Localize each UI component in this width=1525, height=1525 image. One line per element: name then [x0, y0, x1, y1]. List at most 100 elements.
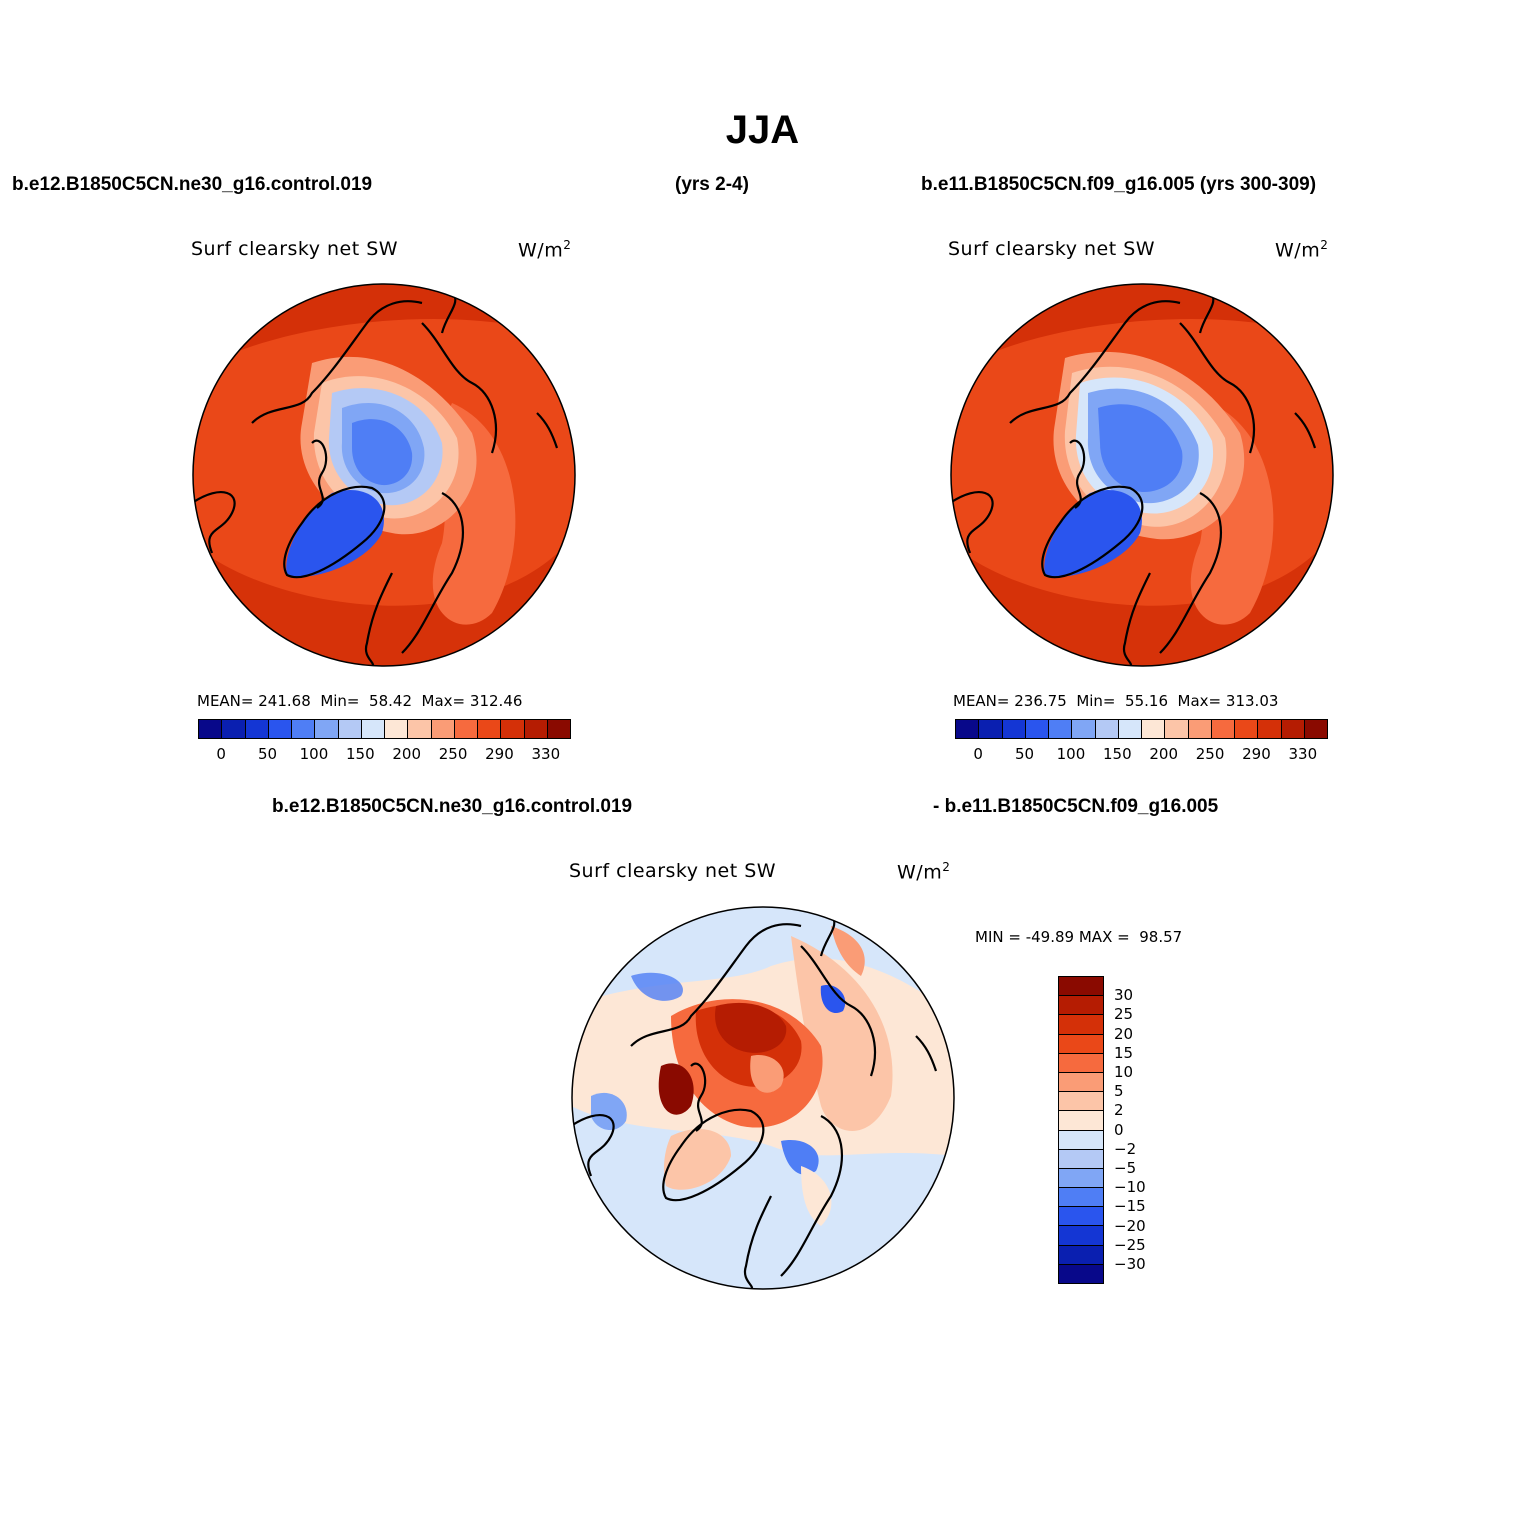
colorbar-swatch: [1059, 1188, 1103, 1208]
colorbar-swatch: [292, 720, 316, 738]
colorbar-swatch: [956, 720, 980, 738]
colorbar-swatch: [315, 720, 339, 738]
colorbar-swatch: [1235, 720, 1259, 738]
colorbar-swatch: [222, 720, 246, 738]
colorbar-swatch: [268, 720, 292, 738]
colorbar-tick-label: −10: [1114, 1178, 1146, 1197]
colorbar-tick-label: 10: [1114, 1063, 1134, 1081]
colorbar-swatch: [1072, 720, 1096, 738]
colorbar-swatch: [1142, 720, 1166, 738]
colorbar-swatch: [338, 720, 362, 738]
panel1-units: W/m2: [518, 238, 572, 262]
colorbar-swatch: [1059, 1245, 1103, 1265]
colorbar-tick-label: −2: [1114, 1139, 1137, 1158]
panel1-colorbar: [198, 719, 571, 739]
colorbar-swatch: [1281, 720, 1305, 738]
panel2-polar-map: [950, 283, 1334, 667]
colorbar-tick-label: 250: [1195, 745, 1225, 763]
colorbar-swatch: [979, 720, 1003, 738]
colorbar-swatch: [1025, 720, 1049, 738]
colorbar-tick-label: 290: [1242, 745, 1271, 763]
colorbar-swatch: [1059, 1207, 1103, 1227]
panel2-colorbar: [955, 719, 1328, 739]
colorbar-tick-label: 150: [1102, 745, 1132, 763]
colorbar-tick-label: −25: [1114, 1235, 1146, 1254]
colorbar-tick-label: 150: [345, 745, 375, 763]
panel1-polar-map: [192, 283, 576, 667]
colorbar-swatch: [478, 720, 502, 738]
colorbar-tick-label: 5: [1114, 1082, 1124, 1101]
colorbar-swatch: [1188, 720, 1212, 738]
colorbar-tick-label: 25: [1114, 1005, 1134, 1024]
colorbar-tick-label: 50: [258, 745, 278, 763]
colorbar-swatch: [361, 720, 385, 738]
colorbar-swatch: [1002, 720, 1026, 738]
colorbar-swatch: [1059, 1149, 1103, 1169]
colorbar-tick-label: 330: [531, 745, 561, 763]
page-title: JJA: [725, 108, 800, 152]
colorbar-swatch: [1059, 977, 1103, 997]
colorbar-swatch: [1059, 996, 1103, 1016]
colorbar-tick-label: 0: [973, 745, 983, 763]
colorbar-swatch: [1304, 720, 1327, 738]
colorbar-tick-label: 0: [1114, 1120, 1124, 1139]
colorbar-tick-label: 50: [1015, 745, 1035, 763]
colorbar-tick-label: −30: [1114, 1255, 1146, 1273]
colorbar-swatch: [408, 720, 432, 738]
colorbar-tick-label: 20: [1114, 1024, 1134, 1043]
colorbar-tick-label: −20: [1114, 1216, 1146, 1235]
panel3-units: W/m2: [897, 860, 951, 884]
colorbar-swatch: [1059, 1034, 1103, 1054]
colorbar-tick-label: −15: [1114, 1197, 1146, 1216]
colorbar-swatch: [501, 720, 525, 738]
colorbar-swatch: [385, 720, 409, 738]
panel3-difference-map: [571, 906, 955, 1290]
colorbar-swatch: [454, 720, 478, 738]
colorbar-tick-label: 250: [438, 745, 468, 763]
colorbar-swatch: [199, 720, 223, 738]
colorbar-swatch: [1211, 720, 1235, 738]
colorbar-swatch: [1165, 720, 1189, 738]
colorbar-swatch: [245, 720, 269, 738]
colorbar-swatch: [1059, 1053, 1103, 1073]
colorbar-tick-label: 100: [1056, 745, 1086, 763]
header-right-case: b.e11.B1850C5CN.f09_g16.005 (yrs 300-309…: [921, 174, 1317, 195]
colorbar-tick-label: 15: [1114, 1043, 1134, 1062]
colorbar-swatch: [1095, 720, 1119, 738]
colorbar-tick-label: 0: [216, 745, 226, 763]
colorbar-swatch: [1059, 1130, 1103, 1150]
colorbar-tick-label: 200: [1149, 745, 1179, 763]
colorbar-swatch: [431, 720, 455, 738]
header-years: (yrs 2-4): [675, 174, 749, 195]
colorbar-tick-label: 100: [299, 745, 329, 763]
colorbar-swatch: [1059, 1092, 1103, 1112]
colorbar-tick-label: 330: [1288, 745, 1318, 763]
colorbar-swatch: [1059, 1111, 1103, 1131]
colorbar-swatch: [1258, 720, 1282, 738]
colorbar-tick-label: 200: [392, 745, 422, 763]
panel1-stats: MEAN= 241.68 Min= 58.42 Max= 312.46: [197, 692, 523, 710]
colorbar-swatch: [1059, 1015, 1103, 1035]
colorbar-swatch: [1059, 1168, 1103, 1189]
diff-header-left: b.e12.B1850C5CN.ne30_g16.control.019: [272, 796, 633, 817]
colorbar-tick-label: 2: [1114, 1101, 1124, 1120]
panel2-variable-title: Surf clearsky net SW: [948, 238, 1156, 260]
colorbar-swatch: [1059, 1226, 1103, 1246]
panel2-stats: MEAN= 236.75 Min= 55.16 Max= 313.03: [953, 692, 1279, 710]
colorbar-tick-label: −5: [1114, 1159, 1137, 1177]
diff-header-right: - b.e11.B1850C5CN.f09_g16.005: [933, 796, 1219, 817]
colorbar-swatch: [1049, 720, 1073, 738]
panel3-variable-title: Surf clearsky net SW: [569, 860, 777, 882]
colorbar-swatch: [1059, 1264, 1103, 1283]
panel3-colorbar: [1058, 976, 1104, 1284]
header-left-case: b.e12.B1850C5CN.ne30_g16.control.019: [12, 174, 373, 195]
colorbar-tick-label: 30: [1114, 986, 1134, 1005]
colorbar-swatch: [1118, 720, 1142, 738]
panel1-variable-title: Surf clearsky net SW: [191, 238, 399, 260]
panel2-units: W/m2: [1275, 238, 1329, 262]
panel3-minmax: MIN = -49.89 MAX = 98.57: [975, 928, 1183, 946]
colorbar-tick-label: 290: [485, 745, 514, 763]
colorbar-swatch: [524, 720, 548, 738]
colorbar-swatch: [1059, 1072, 1103, 1093]
colorbar-swatch: [547, 720, 570, 738]
